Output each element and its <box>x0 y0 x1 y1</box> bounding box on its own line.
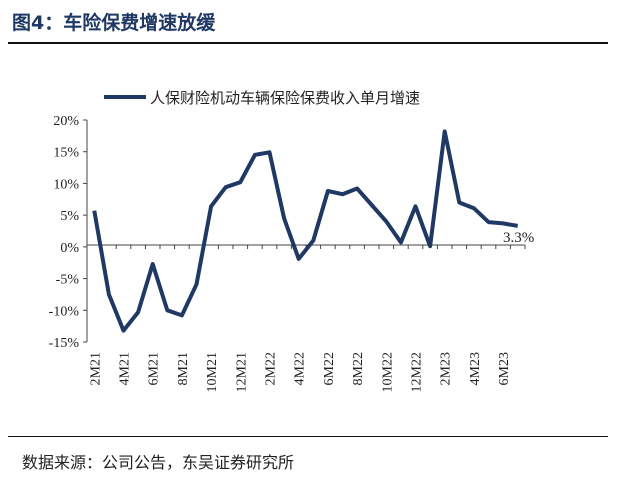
y-tick-label: 5% <box>60 209 79 224</box>
x-tick-label: 2M22 <box>264 352 279 385</box>
x-tick-label: 6M22 <box>322 352 337 385</box>
x-tick-label: 4M22 <box>293 352 308 385</box>
bottom-rule <box>8 436 608 437</box>
chart-legend: 人保财险机动车辆保险保费收入单月增速 <box>104 89 420 107</box>
y-tick-label: 10% <box>53 177 79 192</box>
end-value-label: 3.3% <box>503 230 534 246</box>
y-tick-label: -5% <box>56 273 80 288</box>
x-tick-label: 2M21 <box>88 352 103 385</box>
legend-label: 人保财险机动车辆保险保费收入单月增速 <box>150 89 420 107</box>
y-tick-label: 0% <box>60 241 79 256</box>
x-tick-label: 2M23 <box>439 352 454 385</box>
figure-title: 图4：车险保费增速放缓 <box>12 12 216 34</box>
y-tick-label: 15% <box>53 146 79 161</box>
x-tick-label: 6M21 <box>147 352 162 385</box>
source-note: 数据来源：公司公告，东吴证券研究所 <box>22 453 295 472</box>
x-tick-label: 12M21 <box>234 352 249 392</box>
top-rule <box>8 42 608 44</box>
x-tick-label: 8M22 <box>351 352 366 385</box>
x-tick-label: 4M21 <box>118 352 133 385</box>
x-tick-label: 10M22 <box>380 352 395 392</box>
x-tick-label: 10M21 <box>205 352 220 392</box>
x-tick-label: 6M23 <box>497 352 512 385</box>
x-tick-label: 8M21 <box>176 352 191 385</box>
y-tick-label: -10% <box>49 304 80 319</box>
series-line <box>92 129 519 333</box>
x-tick-label: 12M22 <box>410 352 425 392</box>
x-tick-label: 4M23 <box>468 352 483 385</box>
chart-axes: -15% -10% -5% 0% 5% 10% 15% 20% 2M21 4M21 6M21 8M21… <box>49 114 526 392</box>
chart-marks <box>92 129 519 333</box>
line-chart: 人保财险机动车辆保险保费收入单月增速 -15% -10% -5% 0% 5% 10% 15%… <box>49 89 535 392</box>
y-tick-label: 20% <box>53 114 79 129</box>
y-tick-label: -15% <box>49 336 80 351</box>
